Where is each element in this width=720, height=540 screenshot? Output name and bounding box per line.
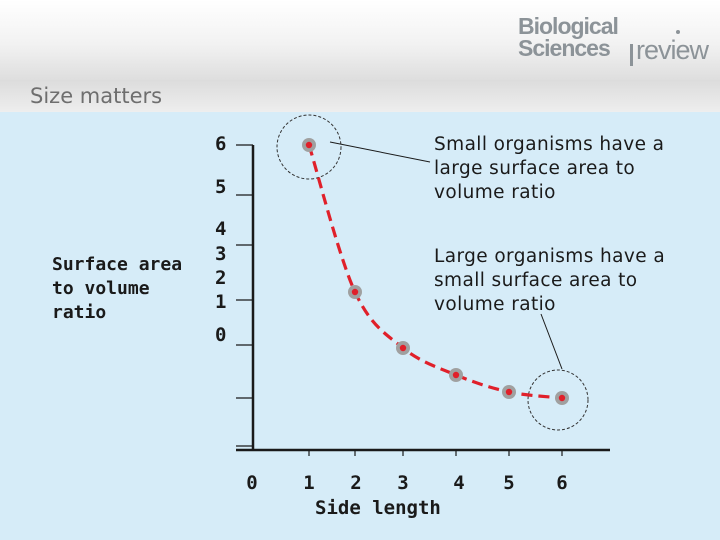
y-axis-label: Surface area to volume ratio (52, 254, 183, 323)
annotation-large-organisms: Large organisms have a small surface are… (434, 246, 666, 315)
y-tick-label: 6 (215, 133, 226, 155)
x-tick-label: 3 (397, 472, 408, 494)
page-title: Size matters (30, 84, 163, 108)
y-tick-label: 0 (215, 324, 226, 346)
logo-line1: Biological (518, 13, 619, 39)
y-tick-label: 5 (215, 176, 226, 198)
y-tick-labels: 6 5 4 321 0 (215, 133, 226, 346)
logo-dot (676, 30, 680, 34)
x-tick-label: 5 (503, 472, 514, 494)
header-banner: Biological Sciences review (0, 0, 720, 80)
x-tick-marks (308, 450, 563, 456)
y-tick-label: 4 (215, 218, 226, 240)
x-tick-label: 6 (556, 472, 567, 494)
x-tick-label: 0 (246, 472, 257, 494)
data-point-dot (452, 371, 460, 379)
leader-small (329, 141, 431, 163)
biological-sciences-review-logo: Biological Sciences review (518, 13, 709, 66)
title-strip (0, 80, 720, 112)
highlight-circles (276, 114, 589, 431)
highlight-circle-small (276, 114, 342, 180)
y-tick-marks (236, 144, 253, 447)
annotation-small-organisms: Small organisms have a large surface are… (434, 134, 665, 203)
data-point-dot (558, 394, 566, 402)
x-tick-labels: 0 1 2 3 4 5 6 (246, 472, 567, 494)
logo-line2: Sciences (518, 35, 611, 61)
data-point-dot (505, 388, 513, 396)
y-tick-label: 2 (215, 267, 226, 289)
data-points (302, 138, 569, 405)
y-tick-label: 1 (215, 291, 226, 313)
highlight-circle-large (527, 369, 589, 431)
data-point-dot (305, 141, 313, 149)
x-tick-label: 2 (350, 472, 361, 494)
logo-word: review (636, 35, 709, 65)
data-point-dot (351, 288, 359, 296)
leader-large (540, 313, 563, 370)
annotation-leaders (329, 141, 563, 370)
y-tick-label: 3 (215, 243, 226, 265)
data-point-dot (399, 344, 407, 352)
x-tick-label: 4 (453, 472, 464, 494)
logo-bar (630, 44, 633, 66)
x-axis-label: Side length (315, 497, 441, 519)
x-tick-label: 1 (303, 472, 314, 494)
